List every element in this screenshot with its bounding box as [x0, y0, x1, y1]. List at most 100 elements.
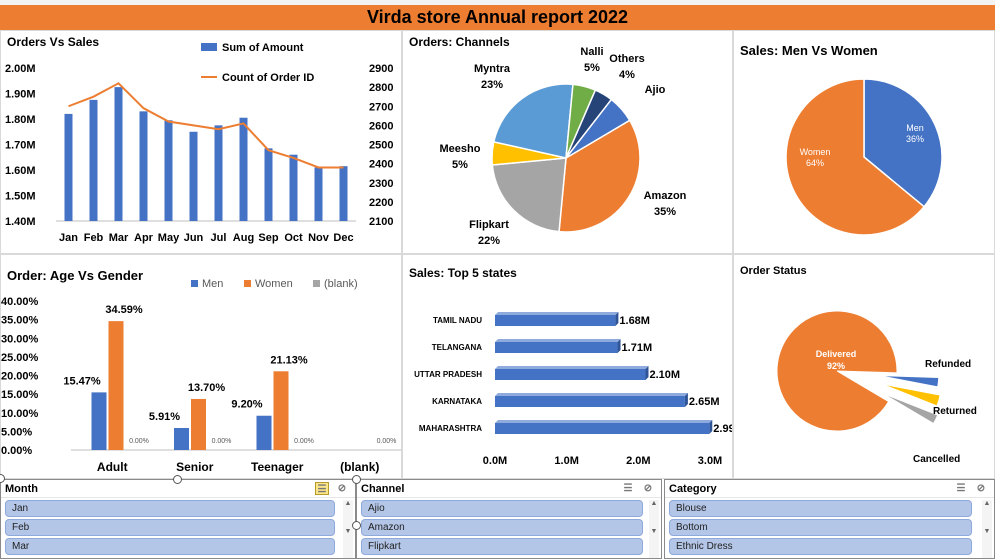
y-tick-label: 15.00% — [1, 389, 39, 401]
sales-bar — [239, 117, 248, 221]
slicer-item[interactable]: Jan — [5, 500, 335, 517]
legend-label: Sum of Amount — [222, 42, 304, 54]
resize-handle[interactable] — [0, 474, 5, 483]
bar-value-label: 1.68M — [619, 315, 650, 327]
y-right-tick-label: 2100 — [369, 216, 393, 228]
multi-select-icon[interactable]: ☰ — [315, 482, 329, 495]
order-status-panel[interactable]: Order Status Delivered 92% Cancelled Return… — [733, 254, 995, 479]
x-tick-label: Feb — [84, 232, 104, 244]
slicer-item[interactable]: Ajio — [361, 500, 643, 517]
slice-name-label: Returned — [933, 406, 977, 417]
sales-bar — [289, 154, 298, 221]
multi-select-icon[interactable]: ☰ — [956, 483, 966, 494]
slice-name-label: Meesho — [440, 143, 481, 155]
sales-men-women-panel[interactable]: Sales: Men Vs Women Men 36% Women 64% — [733, 30, 995, 254]
state-bar-top — [495, 366, 649, 369]
resize-handle[interactable] — [352, 521, 361, 530]
pie-slice — [863, 78, 943, 208]
slicer-item[interactable]: Mar — [5, 538, 335, 555]
resize-handle[interactable] — [173, 475, 182, 484]
channel-scrollbar[interactable]: ▲ ▼ — [649, 500, 659, 558]
order-status-title: Order Status — [740, 265, 807, 277]
bar-value-label: 2.10M — [650, 369, 681, 381]
legend-label: (blank) — [324, 278, 358, 290]
sales-bar — [139, 111, 148, 221]
y-tick-label: 25.00% — [1, 352, 39, 364]
month-slicer[interactable]: Month ☰ ⊘ Jan Feb Mar ▲ ▼ — [0, 479, 356, 559]
state-bar — [495, 342, 618, 353]
x-tick-label: Adult — [97, 460, 128, 474]
slice-value-label: 64% — [806, 158, 824, 168]
clear-filter-icon[interactable]: ⊘ — [337, 483, 347, 494]
slicer-item[interactable]: Feb — [5, 519, 335, 536]
multi-select-icon[interactable]: ☰ — [623, 483, 633, 494]
x-tick-label: 3.0M — [698, 455, 722, 467]
slicer-item[interactable]: Amazon — [361, 519, 643, 536]
legend-swatch — [244, 280, 251, 287]
category-scrollbar[interactable]: ▲ ▼ — [982, 500, 992, 558]
x-tick-label: Aug — [233, 232, 254, 244]
y-right-tick-label: 2600 — [369, 120, 393, 132]
category-slicer[interactable]: Category ☰ ⊘ Blouse Bottom Ethnic Dress … — [664, 479, 995, 559]
slice-name-label: Flipkart — [469, 219, 509, 231]
bar-value-label: 34.59% — [105, 304, 143, 316]
slice-name-label: Nalli — [580, 46, 603, 58]
legend-label: Count of Order ID — [222, 72, 314, 84]
x-tick-label: 0.0M — [483, 455, 507, 467]
y-right-tick-label: 2300 — [369, 178, 393, 190]
y-tick-label: TAMIL NADU — [433, 316, 482, 325]
y-tick-label: 10.00% — [1, 408, 39, 420]
state-bar-side — [617, 339, 621, 353]
slicer-item[interactable]: Blouse — [669, 500, 972, 517]
bar-value-label: 2.65M — [689, 396, 720, 408]
y-tick-label: 20.00% — [1, 371, 39, 383]
sales-bar — [114, 87, 123, 221]
age-gender-bar — [174, 427, 189, 450]
y-left-tick-label: 1.60M — [5, 165, 36, 177]
y-tick-label: 0.00% — [1, 445, 32, 457]
y-left-tick-label: 1.70M — [5, 140, 36, 152]
slicer-item[interactable]: Bottom — [669, 519, 972, 536]
pie-slice — [776, 310, 898, 432]
state-bar-side — [645, 366, 649, 380]
orders-vs-sales-panel[interactable]: Orders Vs Sales 1.40M 1.50M 1.60M 1.70M 1.80… — [0, 30, 402, 254]
x-tick-label: Jan — [59, 232, 78, 244]
pie-slice — [558, 119, 641, 233]
state-bar-top — [495, 339, 621, 342]
slice-name-label: Delivered — [816, 349, 857, 359]
slicer-item[interactable]: Ethnic Dress — [669, 538, 972, 555]
legend-swatch — [191, 280, 198, 287]
order-status-chart: Delivered 92% Cancelled Returned Refunded — [776, 310, 977, 465]
age-gender-bar — [191, 398, 206, 450]
x-tick-label: Senior — [176, 460, 214, 474]
x-tick-label: Dec — [333, 232, 353, 244]
state-bar — [495, 315, 616, 326]
orders-channels-chart: Amazon 35% Flipkart 22% Meesho 5% Myntra 23% Nal… — [440, 46, 687, 247]
channel-slicer[interactable]: Channel ☰ ⊘ Ajio Amazon Flipkart ▲ ▼ — [356, 479, 662, 559]
clear-filter-icon[interactable]: ⊘ — [643, 483, 653, 494]
sales-bar — [314, 167, 323, 221]
top5-states-panel[interactable]: Sales: Top 5 states TAMIL NADU 1.68M TELAN… — [402, 254, 733, 479]
state-bar-side — [684, 393, 688, 407]
orders-channels-title: Orders: Channels — [409, 35, 510, 49]
slice-name-label: Ajio — [645, 84, 666, 96]
slicer-item[interactable]: Flipkart — [361, 538, 643, 555]
y-left-tick-label: 1.80M — [5, 114, 36, 126]
slice-name-label: Cancelled — [913, 454, 960, 465]
bar-value-label: 0.00% — [377, 438, 397, 445]
age-gender-bar — [91, 392, 107, 450]
clear-filter-icon[interactable]: ⊘ — [976, 483, 986, 494]
x-tick-label: (blank) — [340, 460, 379, 474]
resize-handle[interactable] — [352, 475, 361, 484]
orders-channels-panel[interactable]: Orders: Channels Amazon 35% Flipkart 22% Mee… — [402, 30, 733, 254]
slice-name-label: Refunded — [925, 359, 971, 370]
age-gender-panel[interactable]: Order: Age Vs Gender 0.00% 5.00% 10.00% 15.… — [0, 254, 402, 479]
slice-value-label: 35% — [654, 206, 676, 218]
state-bar-top — [495, 312, 619, 315]
state-bar — [495, 369, 646, 380]
slice-name-label: Myntra — [474, 63, 511, 75]
bar-value-label: 13.70% — [188, 382, 226, 394]
sales-bar — [214, 125, 223, 221]
month-scrollbar[interactable]: ▲ ▼ — [343, 500, 353, 558]
